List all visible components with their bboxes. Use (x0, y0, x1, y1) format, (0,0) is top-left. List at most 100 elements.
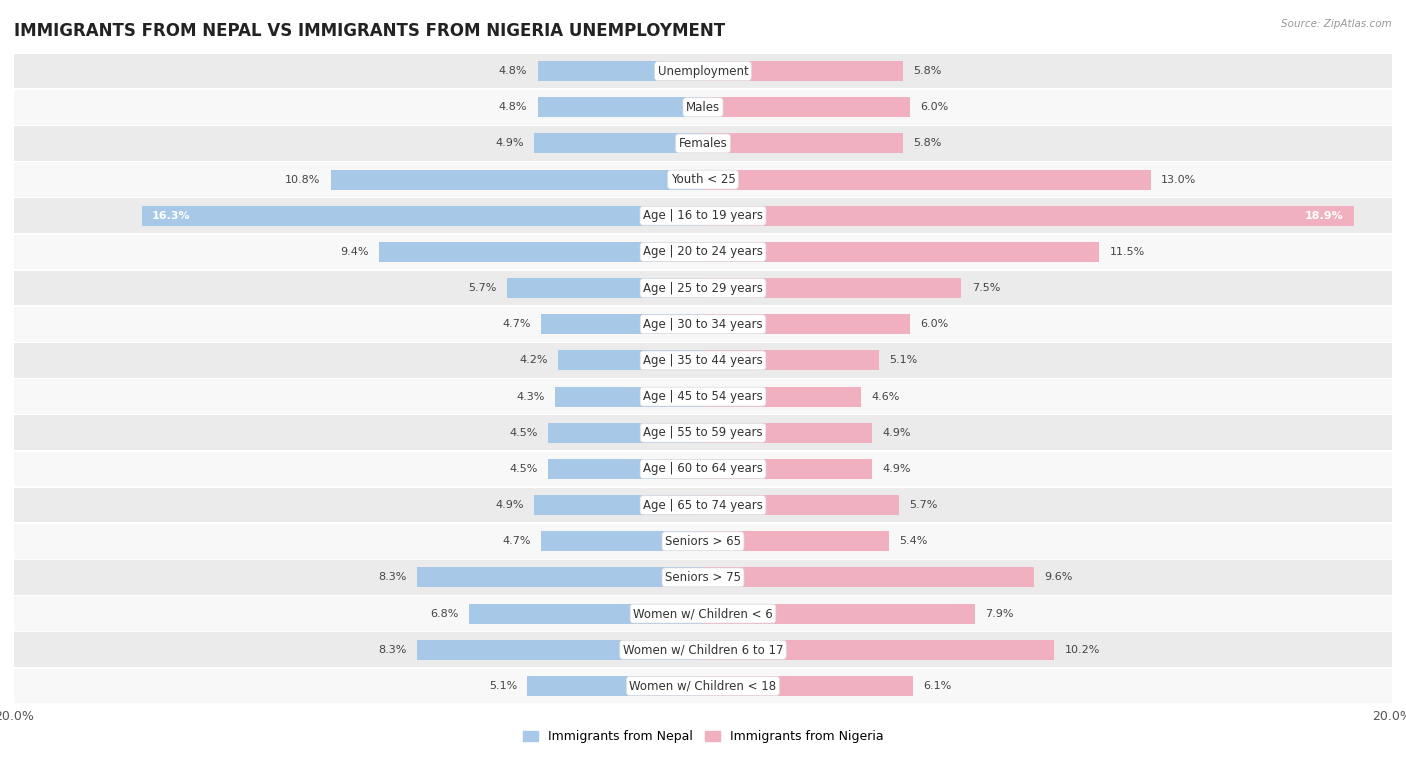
Text: Age | 45 to 54 years: Age | 45 to 54 years (643, 390, 763, 403)
Bar (14, 307, 1392, 341)
Bar (548, 423, 703, 443)
Text: 11.5%: 11.5% (1109, 247, 1144, 257)
Bar (14, 126, 1392, 160)
Text: IMMIGRANTS FROM NEPAL VS IMMIGRANTS FROM NIGERIA UNEMPLOYMENT: IMMIGRANTS FROM NEPAL VS IMMIGRANTS FROM… (14, 22, 725, 40)
Bar (541, 314, 703, 334)
Text: 5.7%: 5.7% (468, 283, 496, 293)
Bar (14, 235, 1392, 269)
Bar (703, 133, 903, 154)
Text: Women w/ Children < 6: Women w/ Children < 6 (633, 607, 773, 620)
Text: 4.2%: 4.2% (519, 356, 548, 366)
Text: Women w/ Children < 18: Women w/ Children < 18 (630, 680, 776, 693)
Bar (534, 133, 703, 154)
Bar (14, 343, 1392, 378)
Text: 4.3%: 4.3% (516, 391, 544, 401)
Bar (541, 531, 703, 551)
Bar (14, 271, 1392, 305)
Bar (468, 603, 703, 624)
Text: 4.5%: 4.5% (509, 464, 537, 474)
Text: Youth < 25: Youth < 25 (671, 173, 735, 186)
Text: 16.3%: 16.3% (152, 210, 190, 221)
Bar (703, 423, 872, 443)
Bar (703, 98, 910, 117)
Bar (555, 387, 703, 407)
Text: 4.8%: 4.8% (499, 102, 527, 112)
Text: 8.3%: 8.3% (378, 645, 406, 655)
Text: 7.5%: 7.5% (972, 283, 1000, 293)
Text: 5.1%: 5.1% (489, 681, 517, 691)
Bar (703, 387, 862, 407)
Bar (703, 206, 1354, 226)
Legend: Immigrants from Nepal, Immigrants from Nigeria: Immigrants from Nepal, Immigrants from N… (523, 731, 883, 743)
Bar (14, 560, 1392, 595)
Bar (418, 568, 703, 587)
Bar (703, 314, 910, 334)
Bar (14, 632, 1392, 667)
Text: Age | 30 to 34 years: Age | 30 to 34 years (643, 318, 763, 331)
Text: Females: Females (679, 137, 727, 150)
Text: Age | 16 to 19 years: Age | 16 to 19 years (643, 209, 763, 223)
Text: 5.8%: 5.8% (912, 139, 942, 148)
Bar (506, 278, 703, 298)
Bar (14, 488, 1392, 522)
Text: 4.9%: 4.9% (882, 428, 911, 438)
Text: Age | 20 to 24 years: Age | 20 to 24 years (643, 245, 763, 258)
Text: 5.8%: 5.8% (912, 66, 942, 76)
Text: 10.2%: 10.2% (1064, 645, 1099, 655)
Bar (14, 54, 1392, 89)
Text: 18.9%: 18.9% (1305, 210, 1344, 221)
Text: 10.8%: 10.8% (285, 175, 321, 185)
Text: 5.7%: 5.7% (910, 500, 938, 510)
Text: 6.8%: 6.8% (430, 609, 458, 618)
Text: 4.9%: 4.9% (495, 500, 524, 510)
Bar (703, 603, 976, 624)
Bar (703, 568, 1033, 587)
Text: Unemployment: Unemployment (658, 64, 748, 77)
Bar (703, 350, 879, 370)
Bar (142, 206, 703, 226)
Bar (537, 61, 703, 81)
Bar (703, 640, 1054, 659)
Text: Age | 35 to 44 years: Age | 35 to 44 years (643, 354, 763, 367)
Bar (418, 640, 703, 659)
Text: 4.9%: 4.9% (882, 464, 911, 474)
Bar (14, 668, 1392, 703)
Bar (558, 350, 703, 370)
Text: 4.6%: 4.6% (872, 391, 900, 401)
Bar (548, 459, 703, 479)
Text: 4.7%: 4.7% (502, 319, 531, 329)
Text: Males: Males (686, 101, 720, 114)
Text: Seniors > 65: Seniors > 65 (665, 534, 741, 548)
Text: Age | 25 to 29 years: Age | 25 to 29 years (643, 282, 763, 294)
Bar (330, 170, 703, 189)
Bar (703, 459, 872, 479)
Text: 8.3%: 8.3% (378, 572, 406, 582)
Text: 4.7%: 4.7% (502, 536, 531, 547)
Bar (380, 242, 703, 262)
Text: 4.8%: 4.8% (499, 66, 527, 76)
Text: Age | 60 to 64 years: Age | 60 to 64 years (643, 463, 763, 475)
Text: 4.5%: 4.5% (509, 428, 537, 438)
Text: 7.9%: 7.9% (986, 609, 1014, 618)
Text: Women w/ Children 6 to 17: Women w/ Children 6 to 17 (623, 643, 783, 656)
Text: 9.4%: 9.4% (340, 247, 368, 257)
Bar (703, 676, 912, 696)
Bar (14, 597, 1392, 631)
Text: 6.0%: 6.0% (920, 102, 948, 112)
Text: Seniors > 75: Seniors > 75 (665, 571, 741, 584)
Bar (703, 170, 1152, 189)
Bar (703, 278, 962, 298)
Bar (14, 198, 1392, 233)
Bar (703, 242, 1099, 262)
Text: 4.9%: 4.9% (495, 139, 524, 148)
Bar (703, 61, 903, 81)
Text: 5.1%: 5.1% (889, 356, 917, 366)
Text: 13.0%: 13.0% (1161, 175, 1197, 185)
Text: 5.4%: 5.4% (900, 536, 928, 547)
Bar (14, 90, 1392, 125)
Bar (703, 531, 889, 551)
Bar (14, 416, 1392, 450)
Bar (14, 379, 1392, 414)
Bar (527, 676, 703, 696)
Text: 9.6%: 9.6% (1045, 572, 1073, 582)
